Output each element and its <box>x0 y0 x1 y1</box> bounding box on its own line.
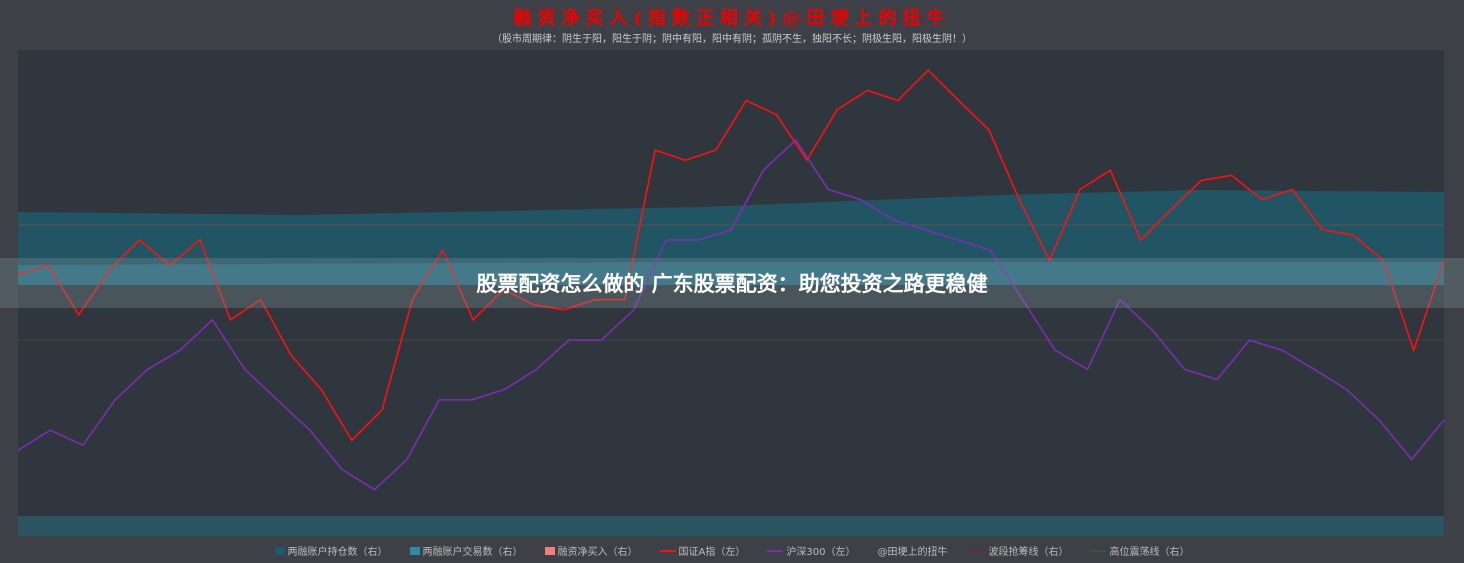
holdings-area <box>18 190 1444 285</box>
legend-label: 融资净买入（右） <box>557 547 638 558</box>
legend-item[interactable]: 两融账户交易数（右） <box>409 543 523 558</box>
legend-label: 两融账户持仓数（右） <box>287 547 388 558</box>
legend-label: 高位震荡线（右） <box>1109 547 1190 558</box>
legend-item[interactable]: 国证A指（左） <box>659 543 746 558</box>
legend-item[interactable]: 融资净买入（右） <box>544 543 638 558</box>
legend-item[interactable]: 高位震荡线（右） <box>1090 543 1189 558</box>
legend-label: 国证A指（左） <box>678 547 746 558</box>
x-axis-labels <box>18 516 1444 536</box>
overlay-band <box>0 258 1464 308</box>
legend-item[interactable]: 两融账户持仓数（右） <box>274 543 388 558</box>
legend-label: @田埂上的扭牛 <box>877 547 948 558</box>
overlay-headline: 股票配资怎么做的 广东股票配资：助您投资之路更稳健 <box>476 272 988 296</box>
trades-area <box>18 262 1444 285</box>
chart-subtitle: （股市周期律：阴生于阳，阳生于阴；阴中有阳，阳中有阴；孤阴不生，独阳不长；阴极生… <box>492 34 972 45</box>
legend-label: 沪深300（左） <box>786 547 856 558</box>
legend-item[interactable]: @田埂上的扭牛 <box>877 543 947 558</box>
series-line-1 <box>17 138 1445 491</box>
legend-label: 两融账户交易数（右） <box>422 547 523 558</box>
legend-item[interactable]: 沪深300（左） <box>767 543 855 558</box>
series-line-0 <box>17 69 1445 442</box>
legend-item[interactable]: 波段抢筹线（右） <box>969 543 1068 558</box>
legend-label: 波段抢筹线（右） <box>988 547 1069 558</box>
legend: 两融账户持仓数（右） 两融账户交易数（右） 融资净买入（右） 国证A指（左） 沪… <box>0 543 1464 558</box>
chart-title: 融资净买入(指数正相关)@田埂上的扭牛 <box>513 8 951 29</box>
